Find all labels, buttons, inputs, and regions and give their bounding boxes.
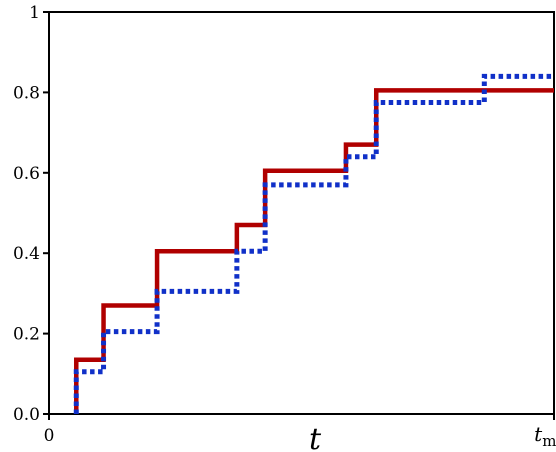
series-1-solid-line	[74, 88, 554, 414]
y-tick-label: 0.2	[13, 325, 40, 345]
y-tick-label: 0.4	[13, 244, 40, 264]
plot-frame	[48, 11, 555, 415]
y-tick-label: 0.0	[13, 405, 40, 425]
y-tick-label: 0.6	[13, 164, 40, 184]
x-tick-label-main: t	[534, 422, 543, 446]
x-axis-title: t	[309, 422, 322, 452]
x-tick-label: 0	[44, 426, 55, 446]
x-tick-label: tmax	[534, 422, 556, 450]
x-tick-label-subscript: max	[542, 432, 556, 450]
y-tick-label: 0.8	[13, 83, 40, 103]
series-2-dotted-line	[73, 73, 554, 414]
y-tick-label: 1	[29, 3, 40, 23]
